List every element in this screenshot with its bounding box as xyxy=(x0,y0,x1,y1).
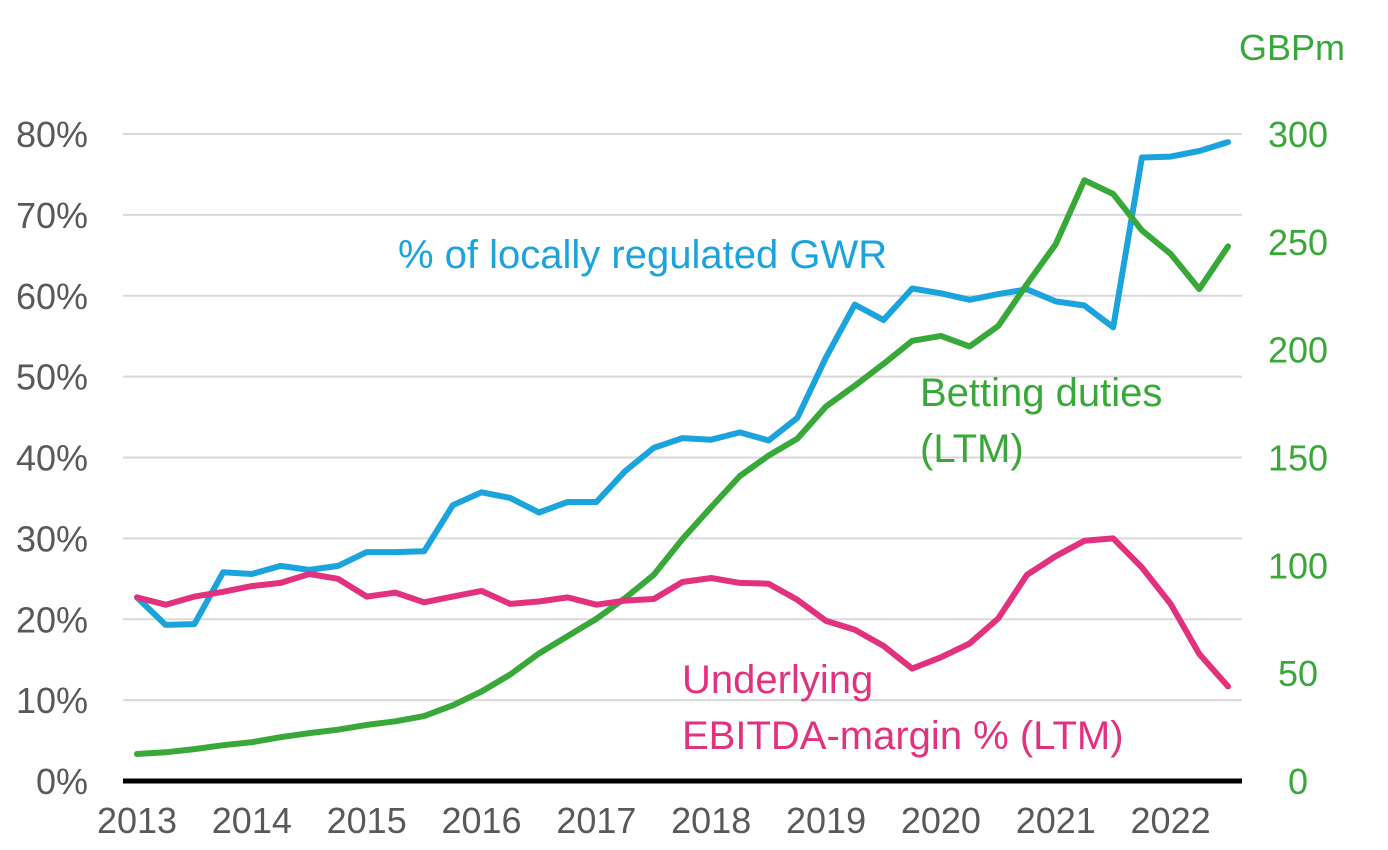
x-tick-label: 2013 xyxy=(97,800,177,841)
left-tick-label: 50% xyxy=(16,357,88,398)
right-tick-label: 0 xyxy=(1288,761,1308,802)
right-tick-label: 150 xyxy=(1268,438,1328,479)
duties-series-label-line2: (LTM) xyxy=(920,427,1024,471)
left-tick-label: 70% xyxy=(16,195,88,236)
left-tick-label: 40% xyxy=(16,438,88,479)
left-axis-ticks: 0% 10% 20% 30% 40% 50% 60% 70% 80% xyxy=(16,114,88,802)
left-tick-label: 10% xyxy=(16,680,88,721)
gridlines xyxy=(123,133,1242,702)
x-tick-label: 2021 xyxy=(1016,800,1096,841)
left-tick-label: 30% xyxy=(16,518,88,559)
ebitda-series-line xyxy=(134,535,1231,690)
left-tick-label: 60% xyxy=(16,276,88,317)
x-tick-label: 2015 xyxy=(327,800,407,841)
ebitda-series-label-line1: Underlying xyxy=(682,658,873,702)
right-tick-label: 200 xyxy=(1268,330,1328,371)
right-tick-label: 300 xyxy=(1268,114,1328,155)
x-axis-ticks: 2013 2014 2015 2016 2017 2018 2019 2020 2021 2022 xyxy=(97,800,1211,841)
x-tick-label: 2016 xyxy=(441,800,521,841)
gwr-series-line xyxy=(134,139,1231,628)
x-tick-label: 2017 xyxy=(556,800,636,841)
right-tick-label: 50 xyxy=(1278,653,1318,694)
x-tick-label: 2014 xyxy=(212,800,292,841)
right-tick-label: 100 xyxy=(1268,545,1328,586)
ebitda-series-label-line2: EBITDA-margin % (LTM) xyxy=(682,714,1124,758)
duties-series-line xyxy=(134,177,1231,757)
series-lines xyxy=(134,139,1231,757)
right-axis-unit: GBPm xyxy=(1239,27,1345,68)
x-tick-label: 2018 xyxy=(671,800,751,841)
x-tick-label: 2019 xyxy=(786,800,866,841)
x-tick-label: 2022 xyxy=(1131,800,1211,841)
left-tick-label: 80% xyxy=(16,114,88,155)
left-tick-label: 0% xyxy=(36,761,88,802)
right-axis-ticks: 0 50 100 150 200 250 300 xyxy=(1268,114,1328,802)
gwr-series-label: % of locally regulated GWR xyxy=(398,233,887,277)
x-tick-label: 2020 xyxy=(901,800,981,841)
left-tick-label: 20% xyxy=(16,599,88,640)
duties-series-label-line1: Betting duties xyxy=(920,371,1162,415)
right-tick-label: 250 xyxy=(1268,222,1328,263)
